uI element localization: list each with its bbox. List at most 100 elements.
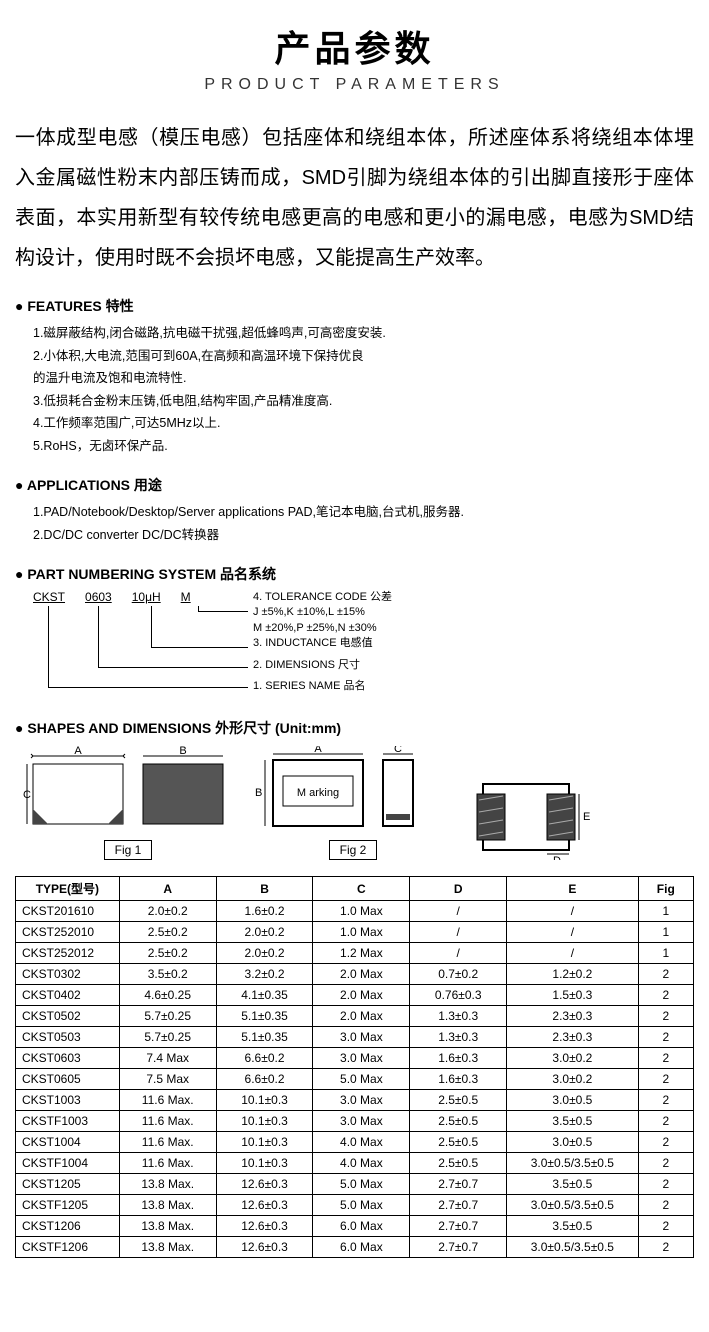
table-row: CKST2520102.5±0.22.0±0.21.0 Max//1 <box>16 922 694 943</box>
fig2-label: Fig 2 <box>329 840 378 860</box>
table-cell: CKST0605 <box>16 1069 120 1090</box>
shapes-heading: SHAPES AND DIMENSIONS 外形尺寸 (Unit:mm) <box>15 718 694 738</box>
table-cell: CKST0503 <box>16 1027 120 1048</box>
table-cell: 2.7±0.7 <box>410 1237 507 1258</box>
table-header-cell: E <box>507 877 638 901</box>
table-cell: 2.7±0.7 <box>410 1216 507 1237</box>
table-cell: 2.5±0.5 <box>410 1090 507 1111</box>
page-title-en: PRODUCT PARAMETERS <box>15 76 694 94</box>
table-cell: 4.0 Max <box>313 1132 410 1153</box>
table-cell: CKST1206 <box>16 1216 120 1237</box>
table-cell: 2.7±0.7 <box>410 1195 507 1216</box>
table-cell: 1.5±0.3 <box>507 985 638 1006</box>
table-cell: 2.5±0.5 <box>410 1153 507 1174</box>
intro-paragraph: 一体成型电感（模压电感）包括座体和绕组本体，所述座体系将绕组本体埋入金属磁性粉末… <box>15 118 694 278</box>
table-row: CKST04024.6±0.254.1±0.352.0 Max0.76±0.31… <box>16 985 694 1006</box>
table-cell: 2 <box>638 1090 693 1111</box>
table-cell: 2.0±0.2 <box>216 922 313 943</box>
table-row: CKST06057.5 Max6.6±0.25.0 Max1.6±0.33.0±… <box>16 1069 694 1090</box>
table-cell: 13.8 Max. <box>119 1237 216 1258</box>
table-cell: 1.2±0.2 <box>507 964 638 985</box>
table-cell: 11.6 Max. <box>119 1090 216 1111</box>
table-cell: 6.6±0.2 <box>216 1069 313 1090</box>
table-cell: 1.2 Max <box>313 943 410 964</box>
table-cell: 10.1±0.3 <box>216 1132 313 1153</box>
dim-label-b: B <box>255 787 262 799</box>
dim-label-b: B <box>179 746 186 757</box>
table-cell: 7.4 Max <box>119 1048 216 1069</box>
table-cell: 1.6±0.3 <box>410 1069 507 1090</box>
feature-item: 2.小体积,大电流,范围可到60A,在高频和高温环境下保持优良 <box>33 345 694 368</box>
table-row: CKSTF120613.8 Max.12.6±0.36.0 Max2.7±0.7… <box>16 1237 694 1258</box>
pn-labels: 4. TOLERANCE CODE 公差 J ±5%,K ±10%,L ±15%… <box>253 590 392 694</box>
table-cell: 2.5±0.5 <box>410 1132 507 1153</box>
fig1-group: A C B Fig 1 <box>23 746 233 860</box>
table-cell: 3.0±0.5 <box>507 1090 638 1111</box>
feature-item: 的温升电流及饱和电流特性. <box>33 367 694 390</box>
partnumber-heading: PART NUMBERING SYSTEM 品名系统 <box>15 564 694 584</box>
pn-label: M ±20%,P ±25%,N ±30% <box>253 621 392 636</box>
dim-label-e: E <box>583 811 590 823</box>
table-cell: 3.2±0.2 <box>216 964 313 985</box>
applications-list: 1.PAD/Notebook/Desktop/Server applicatio… <box>15 501 694 546</box>
table-cell: 3.0±0.5 <box>507 1132 638 1153</box>
table-cell: 3.0±0.2 <box>507 1048 638 1069</box>
table-cell: 2.5±0.2 <box>119 922 216 943</box>
table-cell: 11.6 Max. <box>119 1111 216 1132</box>
table-row: CKST05035.7±0.255.1±0.353.0 Max1.3±0.32.… <box>16 1027 694 1048</box>
table-cell: CKST0302 <box>16 964 120 985</box>
table-row: CKST100311.6 Max.10.1±0.33.0 Max2.5±0.53… <box>16 1090 694 1111</box>
dimensions-table: TYPE(型号)ABCDEFig CKST2016102.0±0.21.6±0.… <box>15 876 694 1258</box>
table-cell: 1 <box>638 901 693 922</box>
table-cell: CKST1004 <box>16 1132 120 1153</box>
table-cell: CKST0603 <box>16 1048 120 1069</box>
table-row: CKSTF100411.6 Max.10.1±0.34.0 Max2.5±0.5… <box>16 1153 694 1174</box>
marking-text: M arking <box>297 787 339 799</box>
dim-label-c: C <box>23 789 31 801</box>
table-cell: 2 <box>638 1195 693 1216</box>
table-row: CKST2520122.5±0.22.0±0.21.2 Max//1 <box>16 943 694 964</box>
table-row: CKST100411.6 Max.10.1±0.34.0 Max2.5±0.53… <box>16 1132 694 1153</box>
table-cell: 12.6±0.3 <box>216 1195 313 1216</box>
table-cell: CKST0402 <box>16 985 120 1006</box>
table-cell: 3.0±0.5/3.5±0.5 <box>507 1237 638 1258</box>
table-cell: 1.0 Max <box>313 922 410 943</box>
table-cell: 2 <box>638 1132 693 1153</box>
table-cell: 2.0±0.2 <box>216 943 313 964</box>
pn-connector-line <box>198 606 248 612</box>
table-cell: 2 <box>638 1069 693 1090</box>
table-cell: 3.0±0.2 <box>507 1069 638 1090</box>
table-cell: 2.0 Max <box>313 964 410 985</box>
table-cell: 6.0 Max <box>313 1237 410 1258</box>
table-cell: CKST1003 <box>16 1090 120 1111</box>
table-cell: 4.6±0.25 <box>119 985 216 1006</box>
table-cell: CKSTF1205 <box>16 1195 120 1216</box>
table-cell: 11.6 Max. <box>119 1132 216 1153</box>
table-cell: 2.0±0.2 <box>119 901 216 922</box>
pad-svg: E D <box>473 770 593 860</box>
table-header-cell: B <box>216 877 313 901</box>
pn-code: CKST <box>33 590 65 604</box>
table-row: CKST120513.8 Max.12.6±0.35.0 Max2.7±0.73… <box>16 1174 694 1195</box>
dim-label-c: C <box>394 746 402 755</box>
table-cell: 5.0 Max <box>313 1174 410 1195</box>
pn-label: 1. SERIES NAME 品名 <box>253 679 392 694</box>
table-header-cell: Fig <box>638 877 693 901</box>
feature-item: 5.RoHS，无卤环保产品. <box>33 435 694 458</box>
shapes-figures-row: A C B Fig 1 A M arking B C <box>15 746 694 860</box>
table-cell: 5.7±0.25 <box>119 1027 216 1048</box>
table-header-cell: D <box>410 877 507 901</box>
table-cell: CKST252010 <box>16 922 120 943</box>
table-cell: 5.0 Max <box>313 1069 410 1090</box>
table-cell: 13.8 Max. <box>119 1216 216 1237</box>
application-item: 2.DC/DC converter DC/DC转换器 <box>33 524 694 547</box>
table-cell: 11.6 Max. <box>119 1153 216 1174</box>
table-header-cell: A <box>119 877 216 901</box>
table-cell: 3.0 Max <box>313 1027 410 1048</box>
table-cell: 10.1±0.3 <box>216 1111 313 1132</box>
table-cell: 3.0 Max <box>313 1048 410 1069</box>
table-cell: 3.0±0.5/3.5±0.5 <box>507 1153 638 1174</box>
table-cell: CKST252012 <box>16 943 120 964</box>
table-cell: CKSTF1004 <box>16 1153 120 1174</box>
table-cell: 2 <box>638 985 693 1006</box>
